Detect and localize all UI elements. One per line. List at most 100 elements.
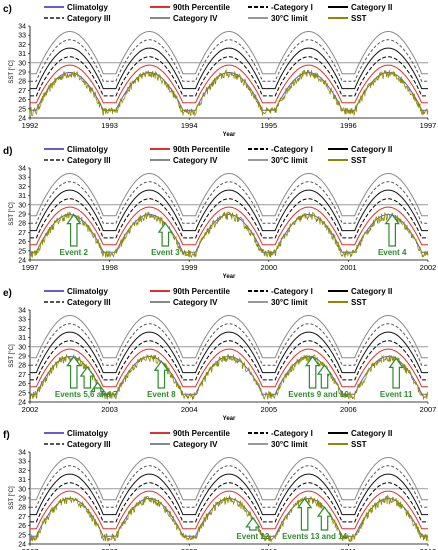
legend-label: Category III (67, 298, 111, 307)
y-tick-label: 26 (18, 97, 26, 104)
legend-label: 90th Percentile (173, 3, 230, 12)
legend-label: -Category I (271, 3, 313, 12)
category-ii-line (30, 47, 428, 90)
sst-line (29, 210, 429, 259)
x-tick-label: 1995 (260, 121, 277, 130)
y-tick-label: 30 (18, 486, 26, 493)
percentile-90-line (30, 348, 428, 388)
category-ii-line (30, 473, 428, 516)
event-marker: Events 9 and 10 (288, 355, 349, 399)
y-tick-label: 25 (18, 390, 26, 397)
y-tick-label: 29 (18, 354, 26, 361)
event-arrow (157, 222, 173, 247)
event-marker: Event 4 (378, 213, 407, 257)
legend-label: Category IV (173, 156, 218, 165)
x-tick-label: 2004 (181, 405, 198, 414)
event-label: Event 4 (378, 248, 407, 257)
legend-label: 30°C limit (271, 156, 308, 165)
event-arrow (89, 381, 106, 393)
x-axis-label: Year (223, 132, 236, 138)
event-marker: Event 3 (151, 222, 180, 257)
x-axis-label: Year (223, 274, 236, 280)
legend: Climatolgy 90th Percentile -Category I Cate… (44, 429, 392, 449)
y-axis-label: SST [°C] (9, 344, 15, 368)
y-tick-label: 28 (18, 221, 26, 228)
y-tick-label: 25 (18, 248, 26, 255)
event-marker: Events 13 and 14 (282, 497, 348, 541)
x-tick-label: 2007 (22, 547, 39, 550)
legend-label: 30°C limit (271, 440, 308, 449)
event-marker: Events 5,6 and 7 (55, 355, 118, 399)
event-marker: Event 12 (236, 516, 270, 541)
event-label: Event 3 (151, 248, 180, 257)
y-tick-label: 24 (18, 116, 26, 123)
category-iv-line (30, 31, 428, 75)
event-arrow (316, 506, 333, 531)
panel-label: e) (3, 288, 12, 299)
y-tick-label: 29 (18, 212, 26, 219)
event-marker: Event 8 (147, 360, 176, 399)
legend: Climatolgy 90th Percentile -Category I Cate… (44, 145, 392, 165)
y-tick-label: 28 (18, 79, 26, 86)
legend-label: -Category I (271, 145, 313, 154)
y-tick-label: 26 (18, 239, 26, 246)
category-iii-line (30, 323, 428, 366)
y-tick-label: 24 (18, 258, 26, 265)
legend-label: 90th Percentile (173, 145, 230, 154)
legend-label: Climatolgy (67, 3, 108, 12)
y-axis-label: SST [°C] (9, 202, 15, 226)
legend-label: Climatolgy (67, 145, 108, 154)
y-tick-label: 32 (18, 42, 26, 49)
category-i-line (30, 56, 428, 97)
category-i-line (30, 198, 428, 239)
x-tick-label: 1993 (101, 121, 118, 130)
y-tick-label: 27 (18, 230, 26, 237)
legend: Climatolgy 90th Percentile -Category I Cate… (44, 287, 392, 307)
legend-label: Category III (67, 14, 111, 23)
y-axis-label: SST [°C] (9, 60, 15, 84)
y-tick-label: 33 (18, 317, 26, 324)
x-tick-label: 2011 (340, 547, 356, 550)
y-tick-label: 24 (18, 400, 26, 407)
y-tick-label: 32 (18, 468, 26, 475)
y-tick-label: 30 (18, 60, 26, 67)
sst-line (29, 494, 429, 543)
x-tick-label: 1997 (420, 121, 437, 130)
y-tick-label: 27 (18, 372, 26, 379)
y-tick-label: 32 (18, 326, 26, 333)
panel-label: f) (3, 430, 10, 441)
y-tick-label: 33 (18, 175, 26, 182)
legend-label: -Category I (271, 429, 313, 438)
event-arrow (388, 357, 404, 389)
percentile-90-line (30, 490, 428, 530)
category-i-line (30, 340, 428, 381)
event-arrow (66, 355, 82, 389)
category-i-line (30, 482, 428, 523)
legend-label: Climatolgy (67, 287, 108, 296)
y-tick-label: 25 (18, 106, 26, 113)
category-iii-line (30, 465, 428, 508)
x-tick-label: 2000 (260, 263, 277, 272)
event-arrow (296, 497, 313, 531)
legend-label: Climatolgy (67, 429, 108, 438)
sst-line (29, 353, 429, 401)
y-tick-label: 26 (18, 381, 26, 388)
legend-label: Category IV (173, 440, 218, 449)
legend-label: Category IV (173, 298, 218, 307)
legend-label: 90th Percentile (173, 429, 230, 438)
event-label: Events 13 and 14 (282, 532, 347, 541)
event-label: Event 2 (60, 248, 89, 257)
x-tick-label: 2012 (420, 547, 437, 550)
climatology-line (30, 72, 428, 111)
event-arrow (245, 516, 261, 531)
x-tick-label: 1999 (181, 263, 198, 272)
percentile-90-line (30, 206, 428, 246)
x-tick-label: 2005 (260, 405, 277, 414)
event-label: Events 9 and 10 (288, 390, 349, 399)
legend-label: SST (351, 298, 367, 307)
legend-label: Category II (351, 429, 392, 438)
legend-label: Category III (67, 440, 111, 449)
event-marker: Event 11 (380, 357, 413, 399)
event-arrow (66, 213, 82, 247)
x-tick-label: 2009 (181, 547, 198, 550)
